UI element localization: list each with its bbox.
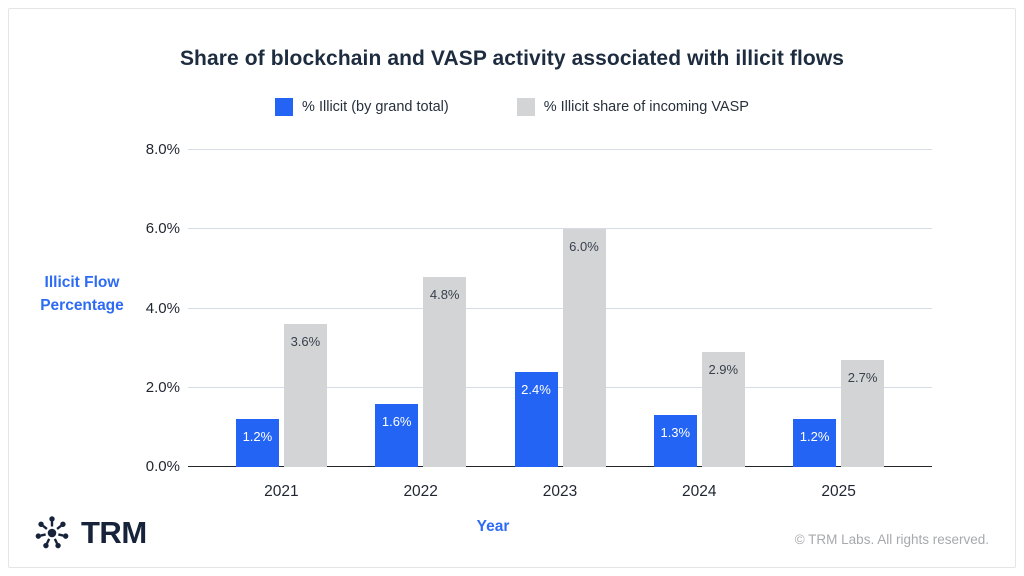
bar-value-label: 6.0% xyxy=(569,239,599,255)
bar-value-label: 4.8% xyxy=(429,286,460,302)
x-tick-label-2025: 2025 xyxy=(821,483,856,500)
y-axis-title: Illicit Flow Percentage xyxy=(40,274,124,314)
legend-swatch-icon xyxy=(275,98,294,116)
x-tick-label-2024: 2024 xyxy=(682,483,717,500)
gridline xyxy=(188,228,932,230)
x-tick-label-2023: 2023 xyxy=(542,483,578,500)
bar-value-label: 2.9% xyxy=(708,362,739,378)
chart-title: Share of blockchain and VASP activity as… xyxy=(179,47,845,70)
trm-network-icon xyxy=(35,516,69,549)
y-tick-label: 2.0% xyxy=(145,378,180,396)
legend-item-illicit-vasp: % Illicit share of incoming VASP xyxy=(516,98,749,116)
bar-illicit-vasp-2024: 2.9% xyxy=(701,352,745,467)
bar-illicit-total-2023: 2.4% xyxy=(514,371,558,467)
x-tick-label-2022: 2022 xyxy=(403,483,438,500)
x-axis-line xyxy=(188,466,932,467)
bar-illicit-vasp-2021: 3.6% xyxy=(283,324,327,467)
legend: % Illicit (by grand total) % Illicit shar… xyxy=(0,98,1024,116)
bar-illicit-vasp-2023: 6.0% xyxy=(562,229,606,467)
legend-swatch-icon xyxy=(516,98,535,116)
bar-illicit-total-2021: 1.2% xyxy=(235,419,279,467)
legend-label: % Illicit share of incoming VASP xyxy=(543,99,749,115)
bar-illicit-vasp-2022: 4.8% xyxy=(423,276,467,467)
bar-illicit-total-2022: 1.6% xyxy=(375,403,419,467)
trm-logo-text: TRM xyxy=(81,515,147,550)
bar-value-label: 1.6% xyxy=(381,413,412,429)
bar-value-label: 1.2% xyxy=(799,429,830,445)
y-tick-label: 0.0% xyxy=(145,458,180,475)
gridline xyxy=(188,149,932,150)
bar-value-label: 3.6% xyxy=(290,334,321,350)
bar-value-label: 2.7% xyxy=(847,370,878,385)
bar-value-label: 1.2% xyxy=(242,429,273,445)
y-tick-label: 4.0% xyxy=(145,299,180,317)
y-tick-label: 6.0% xyxy=(145,220,180,238)
x-tick-label-2021: 2021 xyxy=(264,483,299,500)
bar-illicit-vasp-2025: 2.7% xyxy=(841,360,885,467)
legend-item-illicit-total: % Illicit (by grand total) xyxy=(275,98,449,116)
legend-label: % Illicit (by grand total) xyxy=(302,99,449,115)
gridline xyxy=(188,386,932,388)
bar-illicit-total-2025: 1.2% xyxy=(793,419,837,467)
bar-value-label: 2.4% xyxy=(521,381,551,397)
x-axis-title: Year xyxy=(476,518,510,535)
gridline xyxy=(188,307,932,309)
y-tick-label: 8.0% xyxy=(145,141,180,158)
copyright-text: © TRM Labs. All rights reserved. xyxy=(794,532,989,547)
bar-illicit-total-2024: 1.3% xyxy=(653,415,697,467)
trm-logo: TRM xyxy=(32,513,147,553)
bar-value-label: 1.3% xyxy=(660,425,691,441)
